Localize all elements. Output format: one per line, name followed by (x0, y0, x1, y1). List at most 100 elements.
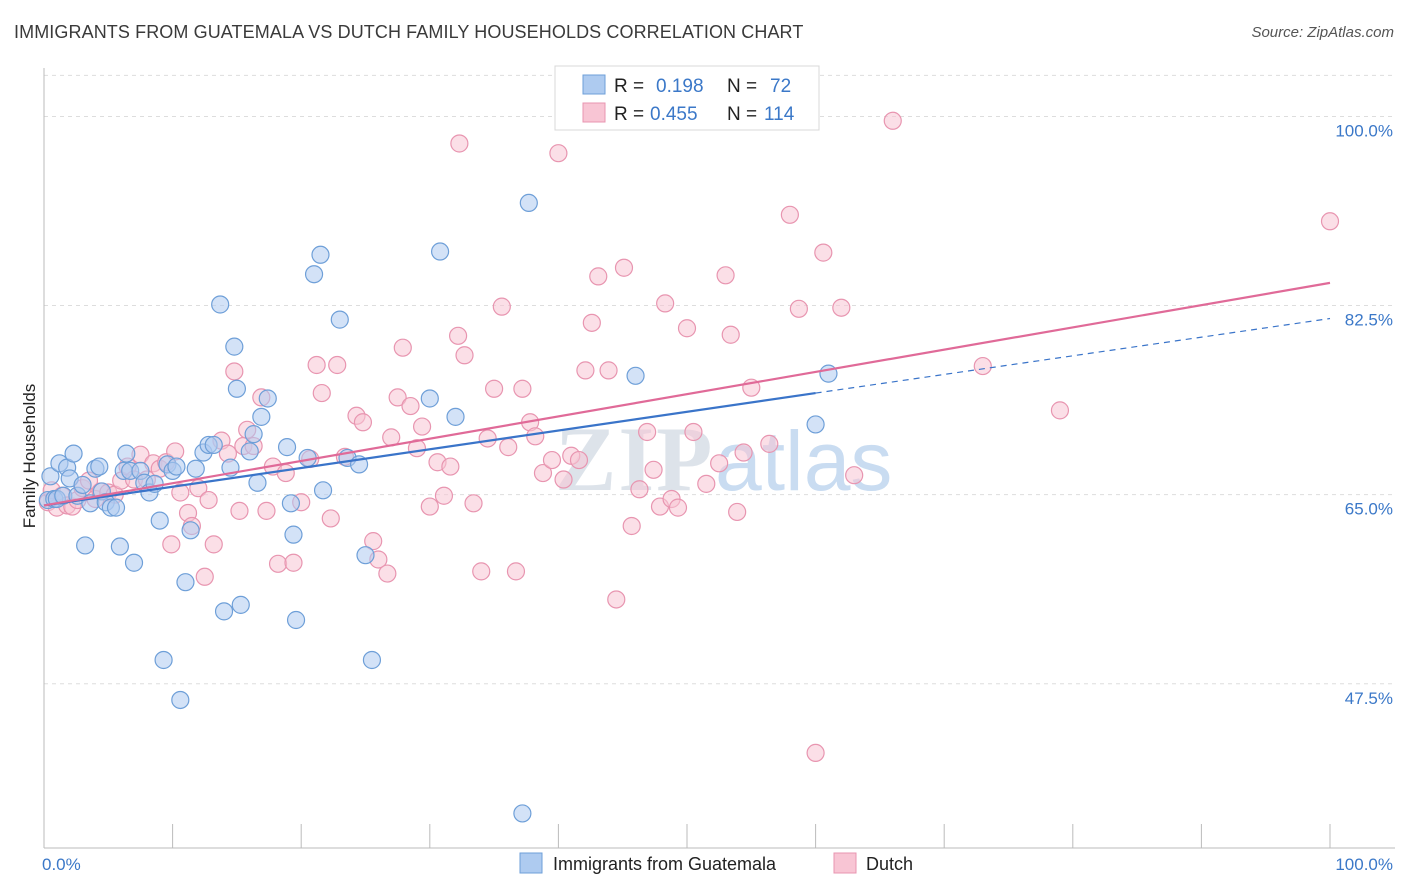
dutch-point (472, 562, 491, 581)
legend-r-label-0: R = (614, 76, 644, 97)
dutch-point (478, 429, 497, 448)
guatemala-point (64, 444, 83, 463)
dutch-point (569, 450, 589, 470)
dutch-point (973, 356, 992, 376)
dutch-point (582, 313, 601, 332)
dutch-point (760, 434, 779, 453)
dutch-point (441, 457, 460, 476)
dutch-point (420, 497, 439, 516)
dutch-point (230, 501, 249, 520)
dutch-point (607, 590, 626, 609)
legend-r-value-1: 0.455 (650, 104, 698, 125)
dutch-point (464, 494, 483, 513)
dutch-point (716, 266, 735, 285)
dutch-point (204, 535, 223, 554)
dutch-point (388, 388, 407, 407)
dutch-point (576, 361, 595, 380)
dutch-point (883, 111, 902, 130)
dutch-point (806, 743, 825, 763)
dutch-point (485, 379, 504, 398)
guatemala-point (626, 366, 645, 385)
guatemala-point (154, 650, 173, 670)
dutch-point (364, 532, 383, 551)
dutch-point (1050, 401, 1070, 420)
data-points (38, 111, 1340, 823)
guatemala-point (519, 193, 538, 213)
dutch-point (630, 480, 649, 499)
chart-title: IMMIGRANTS FROM GUATEMALA VS DUTCH FAMIL… (14, 22, 804, 42)
dutch-point (697, 474, 716, 493)
dutch-point (814, 243, 833, 262)
guatemala-point (76, 536, 95, 555)
guatemala-point (110, 537, 129, 556)
bottom-legend-label-dutch: Dutch (866, 854, 913, 874)
dutch-point (499, 438, 518, 457)
dutch-point (644, 460, 663, 479)
dutch-point (549, 144, 568, 163)
dutch-point (677, 319, 697, 338)
dutch-point (492, 297, 511, 316)
dutch-point (225, 362, 244, 381)
guatemala-point (181, 521, 200, 540)
dutch-point (378, 564, 397, 583)
guatemala-point (244, 425, 263, 444)
dutch-point (450, 134, 469, 153)
legend-swatch-dutch (582, 102, 606, 123)
guatemala-point (420, 389, 439, 408)
dutch-point (312, 383, 331, 403)
dutch-point (195, 567, 214, 586)
dutch-point (614, 258, 634, 277)
dutch-point (307, 355, 326, 375)
dutch-point (533, 463, 553, 483)
dutch-point (684, 422, 703, 442)
guatemala-point (167, 457, 186, 476)
guatemala-point (446, 407, 465, 426)
guatemala-point (430, 242, 450, 261)
dutch-point (734, 443, 753, 462)
bottom-legend-swatch-guatemala (519, 852, 543, 874)
guatemala-point (90, 457, 109, 476)
guatemala-point (356, 546, 375, 565)
guatemala-point (211, 295, 230, 314)
guatemala-trend-extension (815, 317, 1331, 394)
guatemala-point (313, 481, 333, 500)
guatemala-point (248, 473, 267, 492)
y-tick-label: 47.5% (1345, 689, 1393, 708)
dutch-point (638, 422, 657, 442)
dutch-point (710, 454, 729, 473)
legend-n-label-1: N = (727, 104, 757, 125)
guatemala-point (304, 265, 324, 284)
legend-n-value-0: 72 (770, 76, 791, 97)
bottom-legend-label-guatemala: Immigrants from Guatemala (553, 854, 777, 874)
dutch-point (589, 267, 608, 286)
guatemala-point (150, 511, 169, 530)
guatemala-point (117, 444, 136, 463)
x-tick-label: 0.0% (42, 855, 81, 874)
dutch-point (526, 427, 545, 446)
x-tick-label: 100.0% (1335, 855, 1393, 874)
guatemala-point (204, 435, 223, 455)
dutch-point (622, 516, 641, 536)
dutch-point (284, 553, 303, 572)
legend-swatch-guatemala (582, 74, 606, 95)
y-tick-label: 100.0% (1335, 121, 1393, 140)
dutch-point (412, 417, 432, 436)
guatemala-point (284, 525, 303, 544)
dutch-point (393, 338, 412, 357)
dutch-point (199, 490, 218, 510)
dutch-point (554, 470, 573, 489)
dutch-point (353, 413, 373, 432)
dutch-point (448, 326, 468, 345)
guatemala-point (513, 804, 532, 823)
dutch-point (728, 502, 747, 522)
guatemala-point (277, 438, 297, 457)
tick-labels: 47.5% 65.0% 82.5% 100.0% 0.0% 100.0% (42, 121, 1393, 874)
guatemala-point (214, 602, 234, 621)
guatemala-point (252, 407, 271, 426)
dutch-point (656, 294, 675, 313)
series-legend: Immigrants from Guatemala Dutch (519, 852, 913, 874)
legend-r-label-1: R = (614, 104, 644, 125)
guatemala-trend-line (43, 391, 816, 507)
dutch-point (780, 205, 799, 224)
bottom-legend-swatch-dutch (833, 852, 857, 874)
